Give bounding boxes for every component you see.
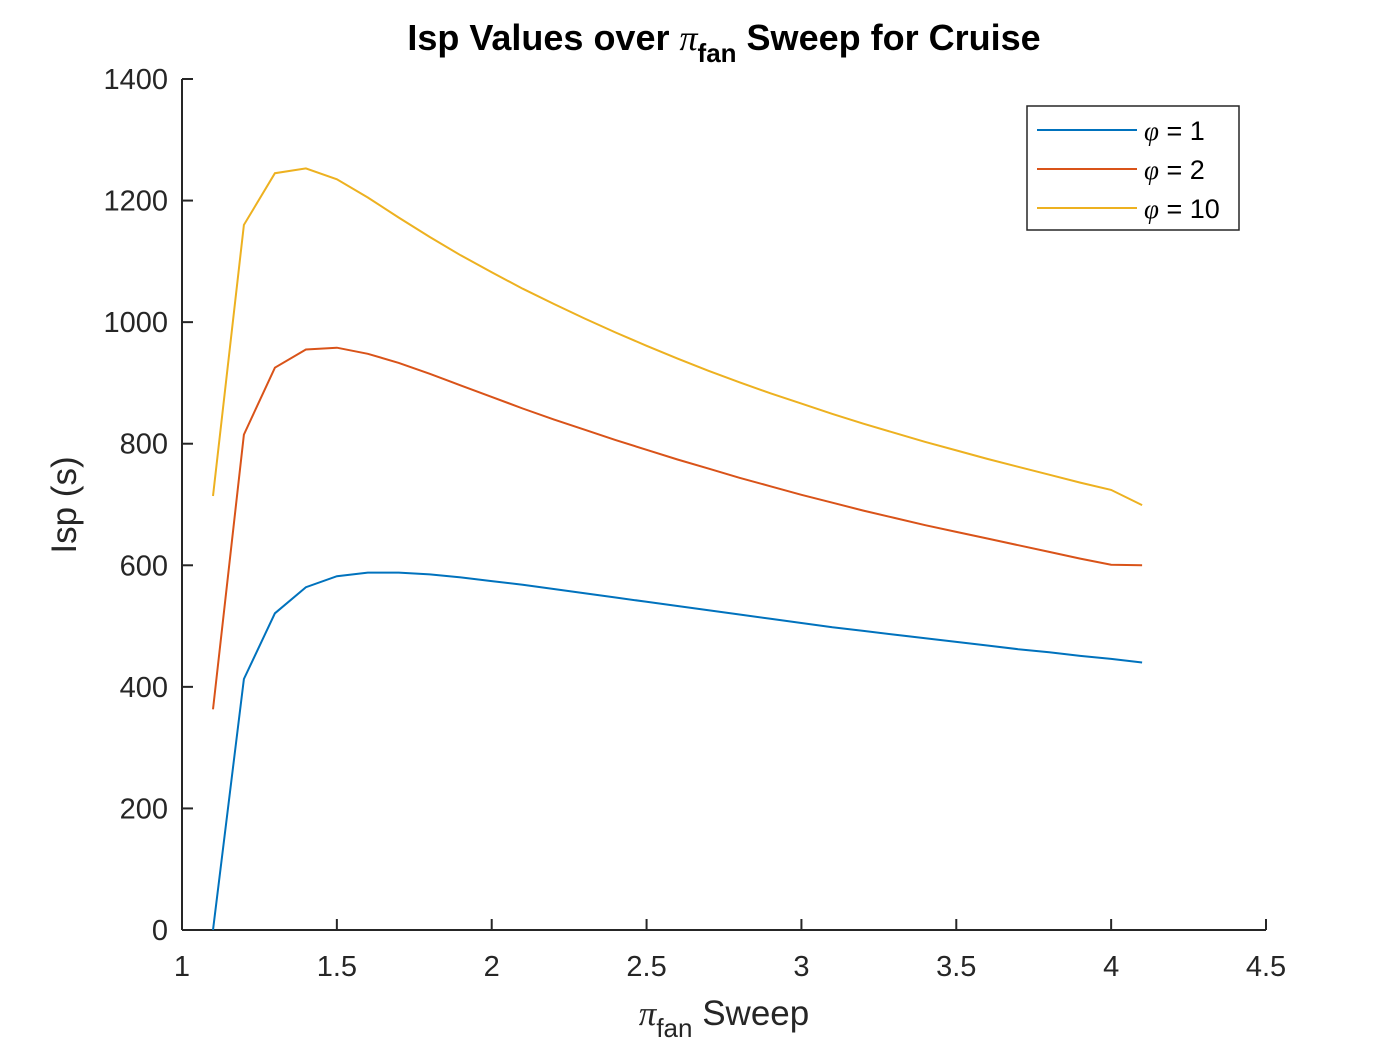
x-tick-label: 1 (174, 951, 190, 983)
legend-phi-symbol: φ (1144, 155, 1159, 185)
y-tick-label: 600 (120, 550, 168, 582)
legend-phi-symbol: φ (1144, 194, 1159, 224)
x-axis-label-suffix: Sweep (692, 994, 809, 1033)
y-tick-label: 0 (152, 915, 168, 947)
series-line-2 (212, 346, 1143, 710)
series-line-1 (212, 571, 1143, 931)
x-axis-label-pi-symbol: π (639, 994, 658, 1033)
legend-label-2: φ = 2 (1144, 155, 1205, 185)
y-tick-label: 800 (120, 429, 168, 461)
legend-phi-symbol: φ (1144, 116, 1159, 146)
x-tick-label: 3 (793, 951, 809, 983)
legend-value: = 2 (1159, 155, 1205, 185)
x-tick-label: 4 (1103, 951, 1119, 983)
chart-title-suffix: Sweep for Cruise (737, 17, 1041, 58)
chart-title-subscript: fan (698, 38, 737, 68)
x-tick-label: 4.5 (1246, 951, 1286, 983)
y-tick-label: 1200 (103, 186, 168, 218)
series-lines (212, 167, 1143, 931)
x-axis-label-subscript: fan (656, 1013, 692, 1043)
chart-title: Isp Values over πfan Sweep for Cruise (407, 17, 1040, 68)
x-axis-label: πfan Sweep (639, 994, 809, 1043)
legend-entries: φ = 1φ = 2φ = 10 (1037, 116, 1220, 224)
legend-value: = 1 (1159, 116, 1205, 146)
y-tick-label: 1400 (103, 64, 168, 96)
legend: φ = 1φ = 2φ = 10 (1026, 105, 1240, 231)
chart-title-pi-symbol: π (680, 18, 699, 58)
x-tick-label: 2.5 (626, 951, 666, 983)
x-tick-label: 2 (484, 951, 500, 983)
legend-value: = 10 (1159, 194, 1220, 224)
y-tick-label: 1000 (103, 307, 168, 339)
y-tick-label: 200 (120, 793, 168, 825)
y-tick-label: 400 (120, 672, 168, 704)
series-line-3 (212, 167, 1143, 506)
y-ticks: 0 200 400 600 800 1000 1200 1400 (103, 64, 193, 947)
x-ticks: 1 1.5 2 2.5 3 3.5 4 4.5 (174, 919, 1286, 983)
y-axis-label: Isp (s) (45, 456, 84, 553)
chart-title-prefix: Isp Values over (407, 17, 679, 58)
legend-label-3: φ = 10 (1144, 194, 1220, 224)
x-tick-label: 3.5 (936, 951, 976, 983)
x-tick-label: 1.5 (317, 951, 357, 983)
legend-label-1: φ = 1 (1144, 116, 1205, 146)
